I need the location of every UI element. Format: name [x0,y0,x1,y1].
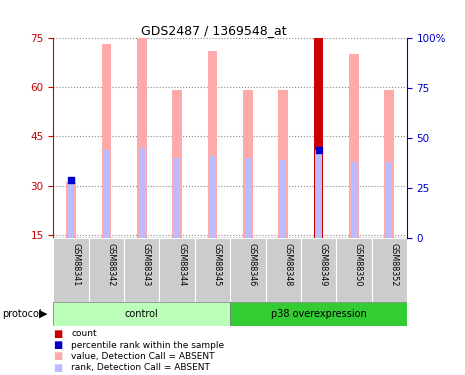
Bar [68,180,74,238]
Bar [351,162,357,238]
Text: GSM88341: GSM88341 [71,243,80,286]
Bar [172,90,182,238]
Bar [101,44,112,238]
Text: ■: ■ [53,340,63,350]
Text: GSM88348: GSM88348 [283,243,292,286]
Bar [301,238,336,302]
Bar [53,238,89,302]
Text: GSM88350: GSM88350 [354,243,363,286]
Text: GSM88344: GSM88344 [177,243,186,286]
Bar [230,302,407,326]
Bar [66,182,76,238]
Text: GSM88342: GSM88342 [106,243,115,286]
Bar [245,158,251,238]
Bar [336,238,372,302]
Bar [280,160,286,238]
Bar [53,302,230,326]
Bar [230,238,266,302]
Text: GSM88349: GSM88349 [319,243,327,286]
Bar [278,90,288,238]
Text: ■: ■ [53,329,63,339]
Bar [103,150,110,238]
Bar [349,54,359,238]
Bar [89,238,124,302]
Bar [315,150,322,238]
Text: p38 overexpression: p38 overexpression [271,309,366,319]
Point [67,177,75,183]
Bar [266,238,301,302]
Text: protocol: protocol [2,309,42,319]
Text: GSM88352: GSM88352 [389,243,398,287]
Text: GSM88345: GSM88345 [213,243,221,286]
Text: percentile rank within the sample: percentile rank within the sample [71,340,224,350]
Text: GDS2487 / 1369548_at: GDS2487 / 1369548_at [141,24,287,38]
Text: ▶: ▶ [39,309,47,319]
Bar [139,148,145,238]
Text: control: control [125,309,159,319]
Point [315,147,322,153]
Bar [243,90,253,238]
Bar [207,51,218,238]
Bar [137,31,147,238]
Text: ■: ■ [53,351,63,361]
Text: GSM88343: GSM88343 [142,243,151,286]
Bar [124,238,159,302]
Bar [209,156,216,238]
Bar [195,238,230,302]
Bar [386,162,392,238]
Text: rank, Detection Call = ABSENT: rank, Detection Call = ABSENT [71,363,210,372]
Text: GSM88346: GSM88346 [248,243,257,286]
Bar [372,238,407,302]
Bar [384,90,394,238]
Bar [159,238,195,302]
Text: ■: ■ [53,363,63,372]
Bar [313,15,324,238]
Text: count: count [71,329,97,338]
Text: value, Detection Call = ABSENT: value, Detection Call = ABSENT [71,352,215,361]
Bar [174,158,180,238]
